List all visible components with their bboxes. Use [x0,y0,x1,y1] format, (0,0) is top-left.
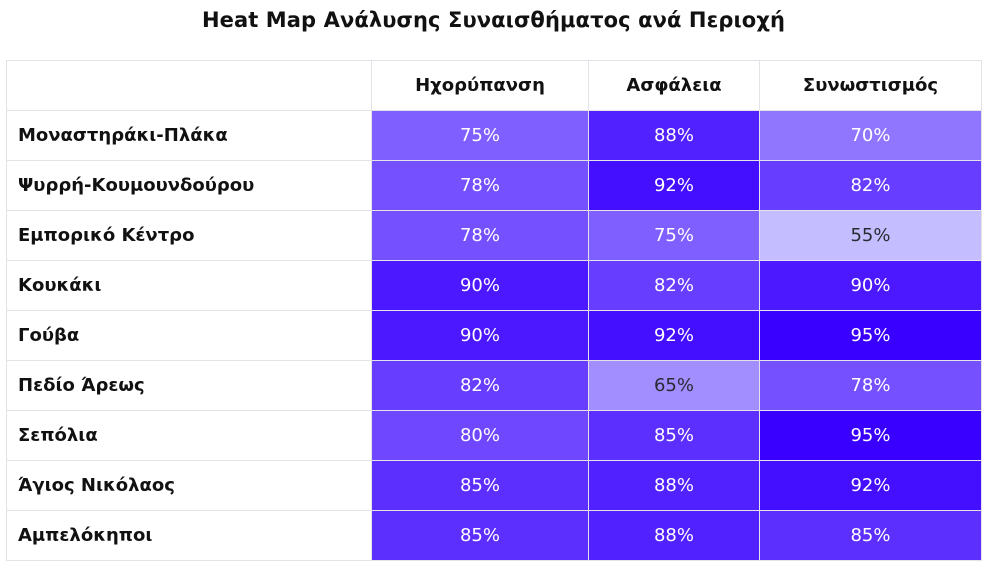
heatmap-cell: 85% [371,460,589,511]
row-label: Αμπελόκηποι [6,510,372,561]
heatmap-table: Ηχορύπανση Ασφάλεια Συνωστισμός Μοναστηρ… [6,60,982,561]
heatmap-cell: 90% [371,310,589,361]
column-header: Συνωστισμός [759,60,982,111]
heatmap-cell: 75% [588,210,760,261]
heatmap-cell: 78% [371,160,589,211]
row-label: Πεδίο Άρεως [6,360,372,411]
chart-title: Heat Map Ανάλυσης Συναισθήματος ανά Περι… [201,8,786,32]
heatmap-cell: 85% [759,510,982,561]
row-label: Γούβα [6,310,372,361]
heatmap-cell: 90% [759,260,982,311]
heatmap-cell: 92% [759,460,982,511]
heatmap-cell: 75% [371,110,589,161]
heatmap-cell: 90% [371,260,589,311]
heatmap-body: Μοναστηράκι-Πλάκα 75% 88% 70% Ψυρρή-Κουμουνδ… [6,110,982,561]
heatmap-cell: 88% [588,110,760,161]
column-header: Ηχορύπανση [371,60,589,111]
heatmap-cell: 88% [588,460,760,511]
row-label: Μοναστηράκι-Πλάκα [6,110,372,161]
heatmap-cell: 65% [588,360,760,411]
table-row: Γούβα 90% 92% 95% [6,310,982,361]
table-row: Κουκάκι 90% 82% 90% [6,260,982,311]
row-label: Άγιος Νικόλαος [6,460,372,511]
row-label: Κουκάκι [6,260,372,311]
table-row: Ψυρρή-Κουμουνδούρου 78% 92% 82% [6,160,982,211]
heatmap-cell: 85% [588,410,760,461]
table-row: Σεπόλια 80% 85% 95% [6,410,982,461]
row-label: Σεπόλια [6,410,372,461]
heatmap-cell: 82% [759,160,982,211]
header-row: Ηχορύπανση Ασφάλεια Συνωστισμός [6,60,982,111]
heatmap-cell: 82% [371,360,589,411]
heatmap-cell: 92% [588,310,760,361]
table-row: Αμπελόκηποι 85% 88% 85% [6,510,982,561]
heatmap-cell: 55% [759,210,982,261]
corner-cell [6,60,372,111]
heatmap-cell: 88% [588,510,760,561]
heatmap-cell: 82% [588,260,760,311]
heatmap-cell: 85% [371,510,589,561]
row-label: Εμπορικό Κέντρο [6,210,372,261]
heatmap-cell: 80% [371,410,589,461]
row-label: Ψυρρή-Κουμουνδούρου [6,160,372,211]
heatmap-cell: 70% [759,110,982,161]
heatmap-cell: 78% [371,210,589,261]
heatmap-cell: 95% [759,410,982,461]
heatmap-cell: 78% [759,360,982,411]
heatmap-cell: 95% [759,310,982,361]
table-row: Άγιος Νικόλαος 85% 88% 92% [6,460,982,511]
table-row: Πεδίο Άρεως 82% 65% 78% [6,360,982,411]
column-header: Ασφάλεια [588,60,760,111]
table-row: Μοναστηράκι-Πλάκα 75% 88% 70% [6,110,982,161]
heatmap-cell: 92% [588,160,760,211]
table-row: Εμπορικό Κέντρο 78% 75% 55% [6,210,982,261]
